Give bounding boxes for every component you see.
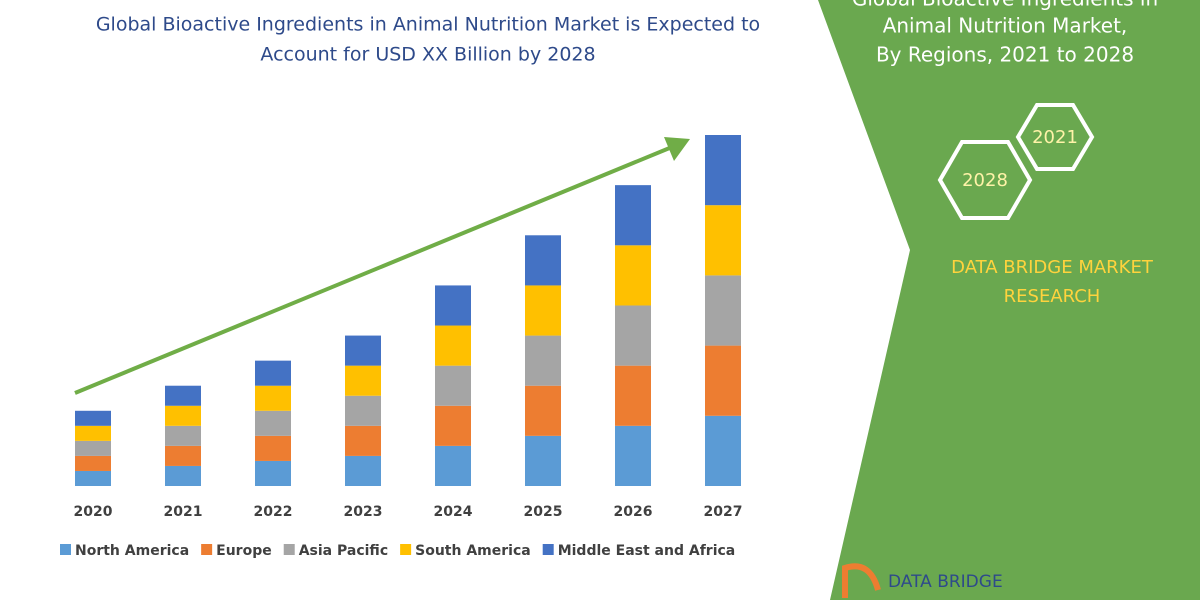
brand-text: RESEARCH (1004, 286, 1101, 307)
x-tick-label: 2026 (614, 504, 653, 520)
bar-segment (435, 365, 471, 406)
bar-segment (165, 425, 201, 446)
bar-segment (435, 445, 471, 486)
x-tick-label: 2021 (164, 504, 203, 520)
bar-segment (255, 460, 291, 486)
hexagon (937, 140, 1033, 220)
x-tick-label: 2024 (434, 504, 473, 520)
legend-swatch (201, 544, 213, 555)
bar-segment (75, 425, 111, 441)
bar-segment (615, 185, 651, 246)
legend-swatch (60, 544, 71, 555)
legend-label: North America (75, 543, 189, 559)
bar-segment (705, 275, 741, 346)
bar-segment (615, 425, 651, 486)
bar-segment (255, 360, 291, 386)
legend-label: Europe (216, 543, 272, 559)
bar-segment (165, 465, 201, 486)
logo-mark (842, 563, 881, 598)
legend-swatch (283, 544, 295, 555)
bar-segment (525, 235, 561, 286)
bar-segment (75, 470, 111, 486)
plot: 2020 2021 2022 2023 2024 2025 2026 2027 North Am… (60, 135, 742, 559)
bar-segment (435, 325, 471, 366)
panel-title: Global Bioactive Ingredients in (852, 0, 1158, 11)
bar-segment (705, 415, 741, 486)
bar-segment (615, 305, 651, 366)
chart-title: Global Bioactive Ingredients in Animal N… (96, 14, 760, 36)
bar-segment (345, 455, 381, 486)
bar-segment (255, 385, 291, 411)
bar-segment (165, 385, 201, 406)
bar-segment (345, 425, 381, 456)
bar-segment (705, 205, 741, 276)
x-tick-label: 2020 (74, 504, 113, 520)
legend-label: Asia Pacific (299, 543, 388, 559)
bar-segment (705, 345, 741, 416)
bar-segment (345, 335, 381, 366)
bar-segment (165, 445, 201, 466)
panel-title: Animal Nutrition Market, (883, 14, 1128, 38)
hexagon-label: 2021 (1032, 127, 1078, 148)
legend-swatch (542, 544, 554, 555)
bar-segment (435, 405, 471, 446)
bar-segment (615, 245, 651, 306)
bar-segment (345, 365, 381, 396)
bar-segment (525, 285, 561, 336)
x-tick-label: 2023 (344, 504, 383, 520)
arrow-head (664, 137, 690, 161)
bar-segment (75, 455, 111, 471)
logo-text: DATA BRIDGE (888, 572, 1003, 592)
x-tick-label: 2027 (704, 504, 743, 520)
bar-segment (345, 395, 381, 426)
panel-title: By Regions, 2021 to 2028 (876, 43, 1134, 67)
bar-segment (525, 435, 561, 486)
bar-segment (75, 440, 111, 456)
chart-title: Account for USD XX Billion by 2028 (260, 44, 595, 66)
bar-segment (435, 285, 471, 326)
legend-label: Middle East and Africa (558, 543, 736, 559)
green-panel (818, 0, 1200, 600)
bar-segment (525, 385, 561, 436)
bar-segment (255, 435, 291, 461)
brand-text: DATA BRIDGE MARKET (951, 257, 1154, 278)
bar-segment (75, 410, 111, 426)
legend-swatch (400, 544, 412, 555)
x-tick-label: 2022 (254, 504, 293, 520)
trend-arrow (74, 145, 673, 395)
bar-segment (165, 405, 201, 426)
hexagon-label: 2028 (962, 170, 1008, 191)
x-tick-label: 2025 (524, 504, 563, 520)
bar-segment (705, 135, 741, 206)
bar-segment (255, 410, 291, 436)
bar-segment (525, 335, 561, 386)
bar-segment (615, 365, 651, 426)
legend-label: South America (415, 543, 531, 559)
hexagon (1015, 103, 1095, 171)
